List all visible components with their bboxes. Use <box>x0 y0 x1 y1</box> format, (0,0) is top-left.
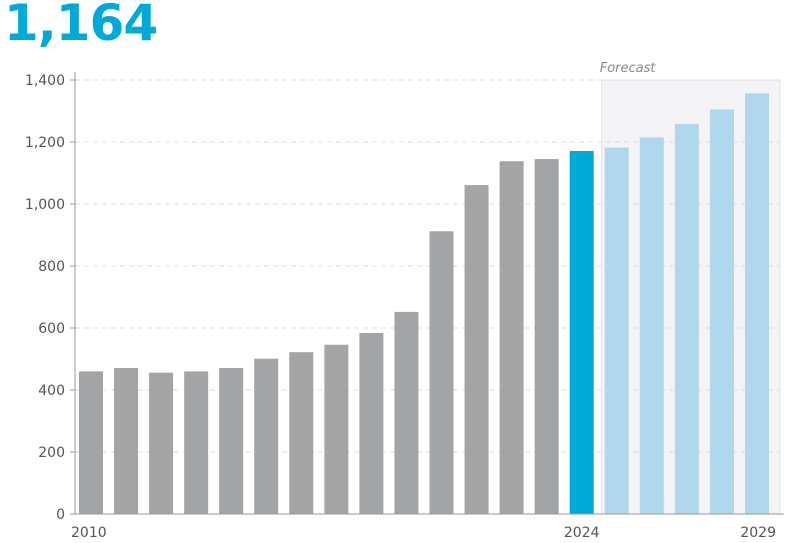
x-tick-label-2029: 2029 <box>740 525 776 541</box>
bar-2025 <box>604 147 629 514</box>
bar-2026 <box>639 137 664 514</box>
x-tick-label-2024: 2024 <box>564 525 600 541</box>
x-tick-label-2010: 2010 <box>71 525 107 541</box>
y-tick-label: 400 <box>38 383 65 399</box>
bar-2027 <box>674 124 699 515</box>
bar-2011 <box>114 367 139 514</box>
bar-2017 <box>324 344 349 514</box>
y-tick-label: 600 <box>38 321 65 337</box>
bar-2022 <box>499 161 524 514</box>
y-tick-label: 200 <box>38 445 65 461</box>
bar-2020 <box>429 231 454 514</box>
forecast-label: Forecast <box>600 61 657 76</box>
y-tick-label: 1,400 <box>25 73 65 89</box>
bar-2015 <box>254 358 279 514</box>
bar-2023 <box>534 159 559 515</box>
bar-2016 <box>289 352 314 514</box>
y-tick-label: 0 <box>56 507 65 523</box>
bar-2024 <box>569 150 594 515</box>
y-tick-label: 800 <box>38 259 65 275</box>
bar-2012 <box>149 372 174 514</box>
bar-2029 <box>744 93 769 514</box>
y-tick-label: 1,000 <box>25 197 65 213</box>
bar-2018 <box>359 332 384 514</box>
y-tick-label: 1,200 <box>25 135 65 151</box>
bar-2021 <box>464 185 489 514</box>
bar-2028 <box>709 109 734 514</box>
bar-2019 <box>394 311 419 514</box>
bar-2014 <box>219 367 244 514</box>
bar-2013 <box>184 371 209 514</box>
bars-layer <box>79 93 769 515</box>
headline-value: 1,164 <box>4 0 158 52</box>
bar-2010 <box>79 371 103 514</box>
axis-layer: 0 200 400 600 800 1,000 1,200 1,400 2010 2024 2029 <box>25 72 784 541</box>
